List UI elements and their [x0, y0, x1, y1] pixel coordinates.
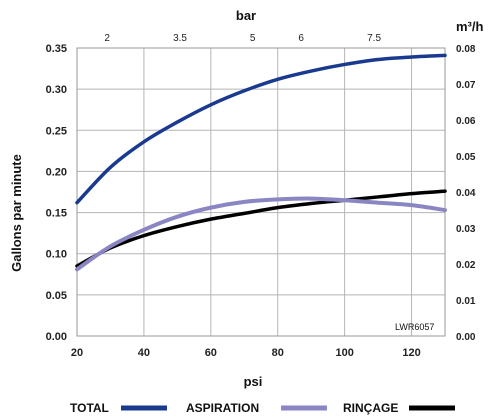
- legend: TOTAL ASPIRATION RINÇAGE: [70, 401, 455, 415]
- x-tick-label: 20: [71, 347, 83, 359]
- right-tick-label: 0.08: [456, 44, 476, 55]
- x-axis-title: psi: [244, 374, 263, 389]
- legend-label-rincage: RINÇAGE: [343, 401, 398, 415]
- series-line-total: [75, 53, 447, 205]
- right-tick-labels: 0.00 0.01 0.02 0.03 0.04 0.05 0.06 0.07 0.08: [456, 44, 476, 343]
- y-tick-label: 0.00: [46, 331, 67, 343]
- right-axis-unit: m³/h: [456, 19, 484, 34]
- figure-code: LWR6057: [395, 322, 434, 332]
- plot-area: [77, 48, 445, 336]
- y-tick-label: 0.30: [46, 84, 67, 96]
- top-axis-title: bar: [236, 8, 256, 23]
- y-axis-title: Gallons par minute: [9, 154, 24, 272]
- x-tick-label: 120: [402, 347, 420, 359]
- top-tick-label: 3.5: [173, 33, 187, 44]
- x-tick-labels: 20 40 60 80 100 120: [71, 347, 421, 359]
- top-tick-label: 2: [104, 33, 110, 44]
- x-tick-label: 60: [205, 347, 217, 359]
- series-line-aspiration: [75, 196, 447, 272]
- right-tick-label: 0.03: [456, 224, 476, 235]
- top-tick-label: 6: [298, 33, 304, 44]
- legend-label-aspiration: ASPIRATION: [186, 401, 259, 415]
- y-tick-label: 0.25: [46, 125, 67, 137]
- y-tick-labels: 0.00 0.05 0.10 0.15 0.20 0.25 0.30 0.35: [46, 43, 67, 343]
- y-tick-label: 0.10: [46, 249, 67, 261]
- right-tick-label: 0.01: [456, 296, 476, 307]
- right-tick-label: 0.02: [456, 260, 476, 271]
- y-tick-label: 0.20: [46, 166, 67, 178]
- top-tick-label: 5: [250, 33, 256, 44]
- series-lines: [75, 53, 447, 272]
- right-tick-label: 0.05: [456, 152, 476, 163]
- top-tick-labels: 2 3.5 5 6 7.5: [104, 33, 381, 44]
- y-tick-label: 0.05: [46, 290, 67, 302]
- right-tick-label: 0.04: [456, 188, 476, 199]
- series-line-rincage: [75, 189, 447, 268]
- right-tick-label: 0.00: [456, 332, 476, 343]
- x-tick-label: 100: [335, 347, 353, 359]
- x-tick-label: 40: [138, 347, 150, 359]
- top-tick-label: 7.5: [367, 33, 381, 44]
- right-axis-title: m³/h: [456, 19, 484, 34]
- y-tick-label: 0.35: [46, 43, 67, 55]
- y-tick-label: 0.15: [46, 208, 67, 220]
- legend-label-total: TOTAL: [70, 401, 109, 415]
- right-tick-label: 0.06: [456, 116, 476, 127]
- right-tick-label: 0.07: [456, 80, 476, 91]
- x-tick-label: 80: [272, 347, 284, 359]
